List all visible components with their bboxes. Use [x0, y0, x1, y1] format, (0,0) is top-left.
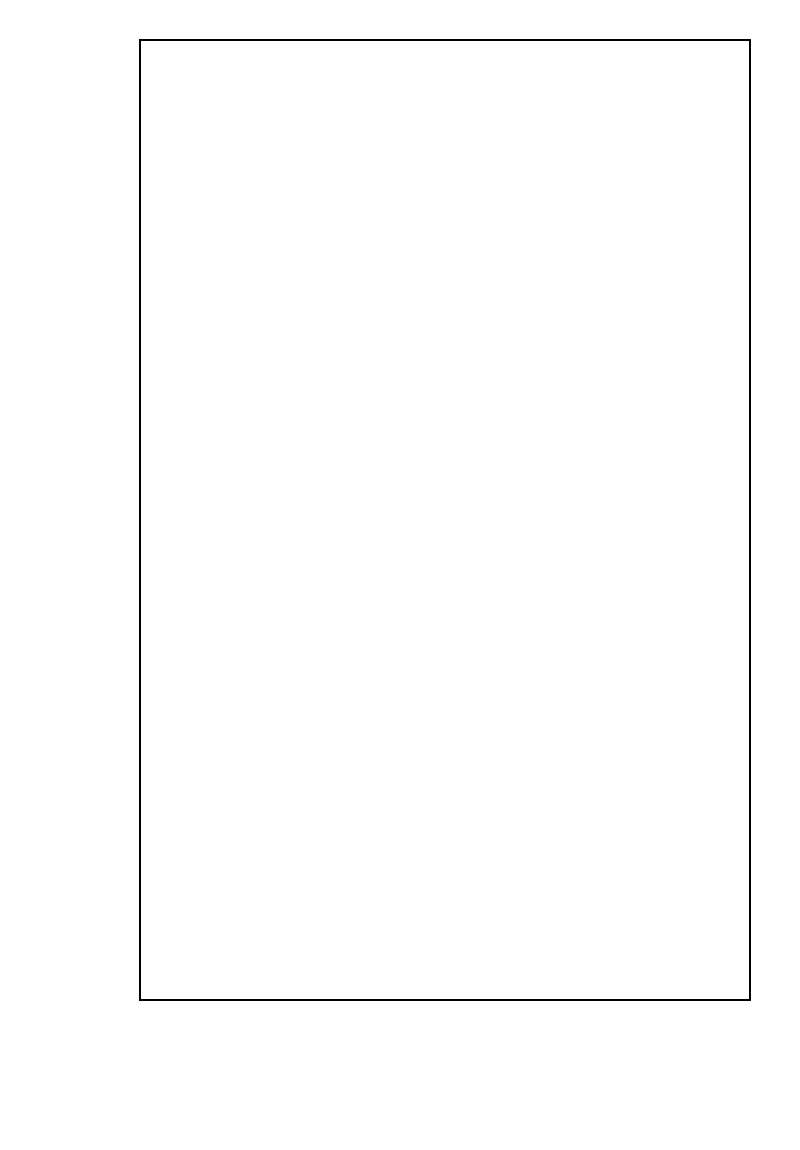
chart-svg — [0, 0, 800, 1150]
chart-container — [0, 0, 800, 1150]
